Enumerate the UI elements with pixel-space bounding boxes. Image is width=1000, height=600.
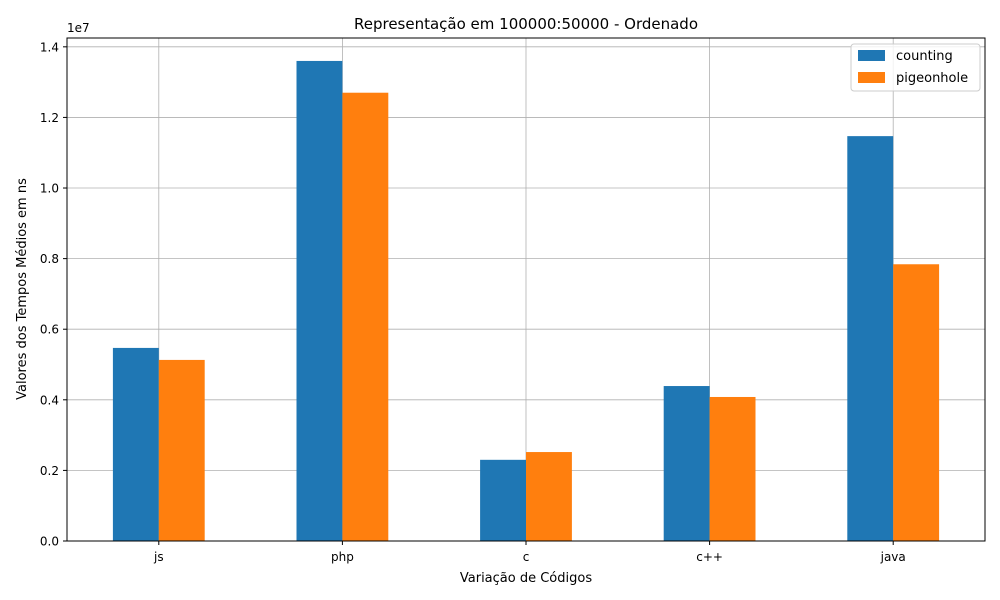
- bar-counting-js: [112, 347, 159, 541]
- x-axis-ticks: js php c c++ java: [153, 541, 906, 564]
- legend-label-counting: counting: [896, 49, 953, 64]
- x-tick-label: java: [880, 550, 906, 564]
- x-axis-label: Variação de Códigos: [460, 571, 592, 586]
- legend: counting pigeonhole: [850, 43, 981, 92]
- y-axis-label: Valores dos Tempos Médios em ns: [15, 178, 30, 400]
- bar-counting-c: [480, 459, 526, 541]
- chart-title: Representação em 100000:50000 - Ordenado: [354, 15, 698, 33]
- bar-counting-php: [296, 60, 343, 542]
- y-tick-label: 1.2: [40, 111, 59, 125]
- y-tick-label: 1.4: [40, 40, 59, 54]
- x-tick-label: c: [523, 550, 530, 564]
- bar-counting-java: [847, 136, 894, 541]
- bar-pigeonhole-js: [158, 359, 205, 541]
- y-tick-label: 0.2: [40, 464, 59, 478]
- legend-swatch-counting: [858, 50, 885, 61]
- legend-swatch-pigeonhole: [858, 72, 885, 83]
- grid-lines: [67, 38, 985, 542]
- bar-pigeonhole-c: [526, 452, 572, 541]
- bar-pigeonhole-cplusplus: [709, 396, 756, 541]
- y-axis-ticks: 0.0 0.2 0.4 0.6 0.8 1.0 1.2 1.4: [40, 40, 67, 549]
- bar-pigeonhole-java: [893, 264, 940, 541]
- bar-pigeonhole-php: [342, 92, 389, 541]
- y-tick-label: 0.0: [40, 535, 59, 549]
- x-tick-label: c++: [696, 550, 723, 564]
- legend-label-pigeonhole: pigeonhole: [896, 71, 968, 86]
- y-tick-label: 0.6: [40, 323, 59, 337]
- y-tick-label: 1.0: [40, 182, 59, 196]
- y-axis-multiplier: 1e7: [67, 21, 90, 35]
- y-tick-label: 0.8: [40, 252, 59, 266]
- x-tick-label: js: [153, 550, 164, 564]
- bar-counting-cplusplus: [663, 386, 710, 541]
- y-tick-label: 0.4: [40, 393, 59, 407]
- bars: [112, 60, 940, 542]
- x-tick-label: php: [331, 550, 354, 564]
